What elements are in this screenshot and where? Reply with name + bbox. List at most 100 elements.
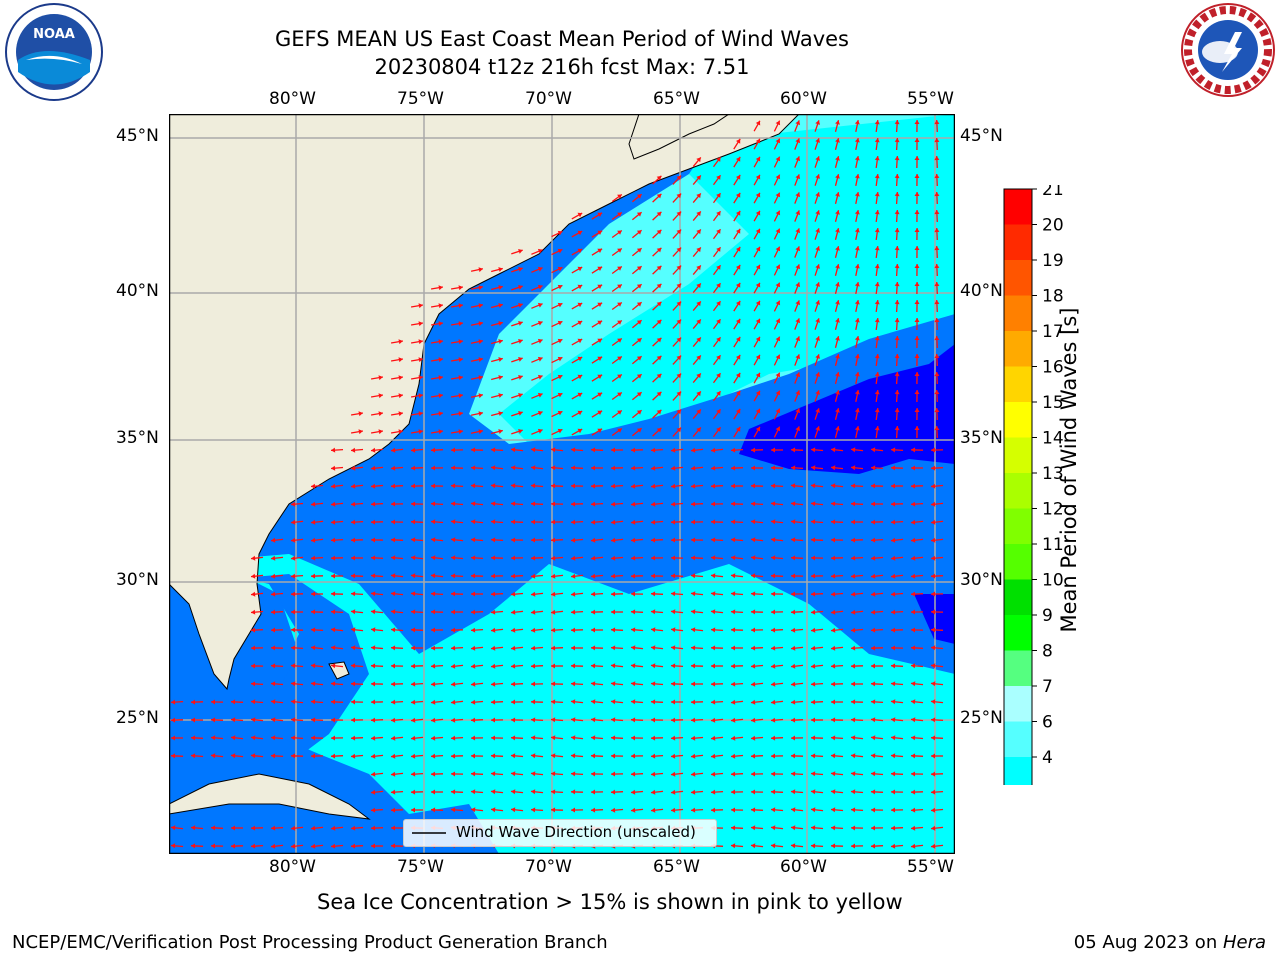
wave-direction-arrowhead <box>636 266 642 271</box>
wave-direction-arrowhead <box>471 483 476 489</box>
wave-direction-arrowhead <box>791 483 796 489</box>
wave-direction-arrowhead <box>874 210 880 215</box>
wave-direction-arrowhead <box>871 753 876 759</box>
colorbar-segment <box>1004 615 1032 651</box>
wave-direction-arrowhead <box>911 555 916 561</box>
wave-direction-arrowhead <box>771 609 775 615</box>
wave-direction-arrowhead <box>894 228 900 233</box>
wave-direction-arrowhead <box>911 501 916 507</box>
wave-direction-arrowhead <box>731 753 736 759</box>
wave-direction-arrowhead <box>611 645 616 651</box>
wave-direction-arrowhead <box>831 735 836 741</box>
wave-direction-arrowhead <box>755 372 761 378</box>
wave-direction-arrowhead <box>771 753 775 759</box>
wave-direction-arrowhead <box>911 573 916 579</box>
wave-direction-arrowhead <box>411 483 415 489</box>
wave-direction-arrowhead <box>914 390 920 394</box>
wave-direction-arrowhead <box>815 408 820 413</box>
wave-direction-arrowhead <box>934 354 940 359</box>
wave-direction-arrowhead <box>597 266 603 271</box>
wave-direction-arrowhead <box>371 663 376 669</box>
wave-direction-arrowhead <box>651 645 656 651</box>
wave-direction-arrowhead <box>391 483 396 489</box>
wave-direction-arrowhead <box>854 336 860 341</box>
wave-direction-arrowhead <box>835 318 840 323</box>
wave-direction-arrowhead <box>291 681 296 687</box>
wave-direction-arrowhead <box>891 645 895 651</box>
wave-direction-arrowhead <box>431 645 436 651</box>
wave-direction-arrowhead <box>696 355 701 361</box>
wave-direction-arrowhead <box>351 501 356 507</box>
wave-direction-arrowhead <box>671 609 676 615</box>
wave-direction-arrowhead <box>631 537 636 543</box>
wave-direction-arrowhead <box>597 248 603 253</box>
wave-direction-arrowhead <box>491 483 496 489</box>
wave-direction-arrowhead <box>755 426 761 432</box>
wave-direction-arrowhead <box>835 282 840 287</box>
wave-direction-arrowhead <box>291 753 296 759</box>
wave-direction-arrowhead <box>577 410 583 416</box>
wave-direction-arrowhead <box>736 174 741 180</box>
wave-direction-arrowhead <box>791 609 796 615</box>
wave-direction-arrowhead <box>531 717 536 723</box>
wave-direction-arrowhead <box>771 555 776 561</box>
wave-direction-arrowhead <box>911 609 916 615</box>
wave-direction-arrowhead <box>551 645 556 651</box>
wave-direction-arrowhead <box>931 591 935 597</box>
wave-direction-arrowhead <box>911 717 916 723</box>
wave-direction-arrowhead <box>894 264 900 269</box>
wave-direction-arrowhead <box>716 391 721 396</box>
wave-direction-arrowhead <box>751 843 756 849</box>
lat-label-right-25n: 25°N <box>960 708 1003 728</box>
wave-direction-arrowhead <box>251 591 256 597</box>
wave-direction-arrowhead <box>251 627 256 633</box>
wave-direction-arrowhead <box>391 681 396 687</box>
wave-direction-arrowhead <box>478 393 483 399</box>
wave-direction-arrowhead <box>411 771 416 777</box>
wave-direction-arrowhead <box>451 753 456 759</box>
wave-direction-arrowhead <box>571 699 576 705</box>
wave-direction-arrowhead <box>711 537 716 543</box>
wave-direction-arrowhead <box>854 282 860 287</box>
wave-direction-arrowhead <box>271 645 276 651</box>
wave-direction-arrowhead <box>854 228 860 233</box>
wave-direction-arrowhead <box>691 663 696 669</box>
wave-direction-arrowhead <box>597 338 603 343</box>
wave-direction-arrowhead <box>391 843 396 849</box>
wave-direction-arrowhead <box>775 192 781 198</box>
wave-direction-arrowhead <box>711 753 716 759</box>
wave-direction-arrowhead <box>211 717 216 723</box>
wave-direction-arrowhead <box>271 555 276 561</box>
wave-direction-arrowhead <box>571 483 575 489</box>
wave-direction-arrowhead <box>771 537 776 543</box>
wave-direction-arrowhead <box>716 283 721 288</box>
wave-direction-arrowhead <box>611 717 616 723</box>
wave-direction-arrowhead <box>571 537 576 543</box>
wave-direction-arrowhead <box>271 735 276 741</box>
wave-direction-arrowhead <box>755 282 761 288</box>
wave-direction-arrowhead <box>271 843 276 849</box>
wave-direction-arrowhead <box>291 555 296 561</box>
wave-direction-arrowhead <box>931 789 936 795</box>
wave-direction-arrowhead <box>831 447 836 453</box>
wave-direction-arrowhead <box>331 465 336 471</box>
colorbar-tick-label: 18 <box>1042 287 1064 307</box>
wave-direction-arrowhead <box>491 465 496 471</box>
wave-direction-arrowhead <box>351 627 356 633</box>
wave-direction-arrowhead <box>651 591 656 597</box>
wave-direction-arrowhead <box>851 519 855 525</box>
wave-direction-arrowhead <box>771 447 775 453</box>
wave-direction-arrowhead <box>537 284 543 290</box>
wave-direction-arrowhead <box>791 465 796 471</box>
wave-direction-arrowhead <box>531 501 536 507</box>
wave-direction-arrowhead <box>676 193 682 199</box>
colorbar-segment <box>1004 544 1032 580</box>
colorbar-segment <box>1004 721 1032 758</box>
wave-direction-arrowhead <box>571 717 576 723</box>
wave-direction-arrowhead <box>791 753 796 759</box>
wave-direction-arrowhead <box>591 789 595 795</box>
wave-direction-arrowhead <box>431 789 435 795</box>
wave-direction-arrowhead <box>811 627 816 633</box>
wave-direction-arrowhead <box>931 447 935 453</box>
wave-direction-arrowhead <box>931 753 935 759</box>
